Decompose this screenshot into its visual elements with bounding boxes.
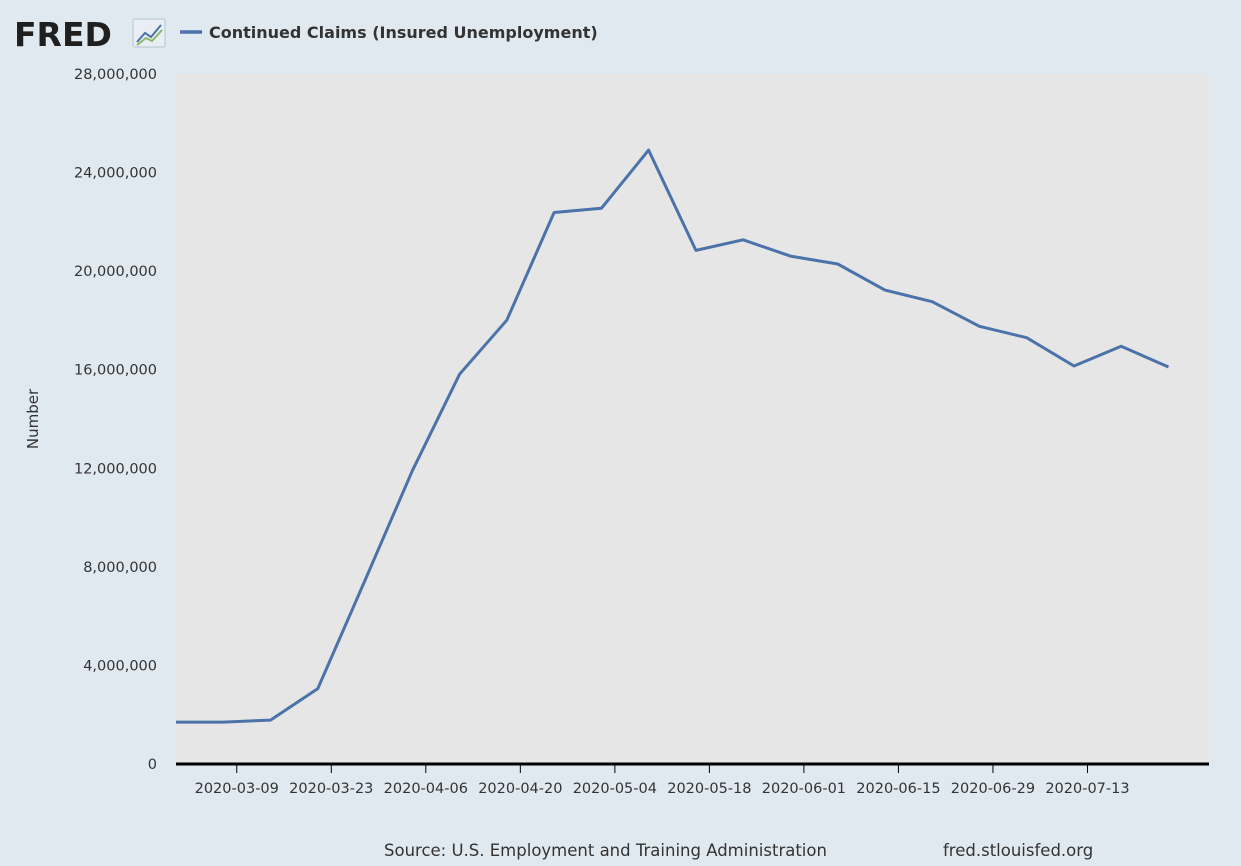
data-point[interactable] [977, 324, 981, 328]
series-line[interactable] [176, 148, 1170, 724]
data-point[interactable] [1072, 364, 1076, 368]
x-tick-label: 2020-07-13 [1045, 781, 1129, 797]
data-point[interactable] [836, 262, 840, 266]
fred-logo[interactable]: FRED [14, 15, 166, 54]
data-point[interactable] [599, 206, 603, 210]
data-point[interactable] [316, 687, 320, 691]
fred-chart-icon [132, 18, 166, 48]
legend-label: Continued Claims (Insured Unemployment) [209, 23, 598, 42]
y-axis-label: Number [24, 388, 42, 449]
x-tick-label: 2020-03-09 [195, 781, 279, 797]
data-point[interactable] [552, 211, 556, 215]
data-point[interactable] [410, 469, 414, 473]
y-tick-label: 24,000,000 [74, 166, 157, 182]
fred-logo-text: FRED [14, 15, 112, 54]
y-tick-label: 16,000,000 [74, 363, 157, 379]
x-tick-label: 2020-04-06 [384, 781, 468, 797]
x-tick-label: 2020-06-29 [951, 781, 1035, 797]
y-tick-label: 20,000,000 [74, 264, 157, 280]
data-point[interactable] [883, 288, 887, 292]
data-point[interactable] [741, 238, 745, 242]
x-tick-label: 2020-04-20 [478, 781, 562, 797]
data-point[interactable] [1167, 365, 1171, 369]
data-point[interactable] [221, 720, 225, 724]
x-tick-label: 2020-06-01 [762, 781, 846, 797]
y-tick-label: 8,000,000 [83, 560, 157, 576]
y-tick-label: 0 [148, 757, 157, 773]
source-url-link[interactable]: fred.stlouisfed.org [943, 841, 1093, 860]
y-tick-label: 4,000,000 [83, 658, 157, 674]
data-point[interactable] [174, 720, 178, 724]
data-point[interactable] [1119, 344, 1123, 348]
y-axis-ticks: 0 4,000,000 8,000,000 12,000,000 16,000,000 2… [74, 67, 157, 773]
data-point[interactable] [505, 318, 509, 322]
data-point[interactable] [647, 148, 651, 152]
legend[interactable]: Continued Claims (Insured Unemployment) [180, 23, 598, 42]
x-tick-label: 2020-05-18 [667, 781, 751, 797]
data-point[interactable] [788, 254, 792, 258]
data-point[interactable] [363, 578, 367, 582]
y-tick-label: 28,000,000 [74, 67, 157, 83]
data-point[interactable] [269, 718, 273, 722]
x-tick-label: 2020-03-23 [289, 781, 373, 797]
x-tick-label: 2020-05-04 [573, 781, 657, 797]
x-tick-label: 2020-06-15 [856, 781, 940, 797]
series-layer [174, 148, 1171, 724]
plot-area [176, 74, 1209, 764]
data-point[interactable] [1025, 336, 1029, 340]
data-point[interactable] [458, 372, 462, 376]
data-point[interactable] [930, 300, 934, 304]
data-point[interactable] [694, 248, 698, 252]
source-text: Source: U.S. Employment and Training Adm… [384, 841, 827, 860]
x-axis-ticks: 2020-03-09 2020-03-23 2020-04-06 2020-04-20… [195, 764, 1130, 797]
y-tick-label: 12,000,000 [74, 461, 157, 477]
